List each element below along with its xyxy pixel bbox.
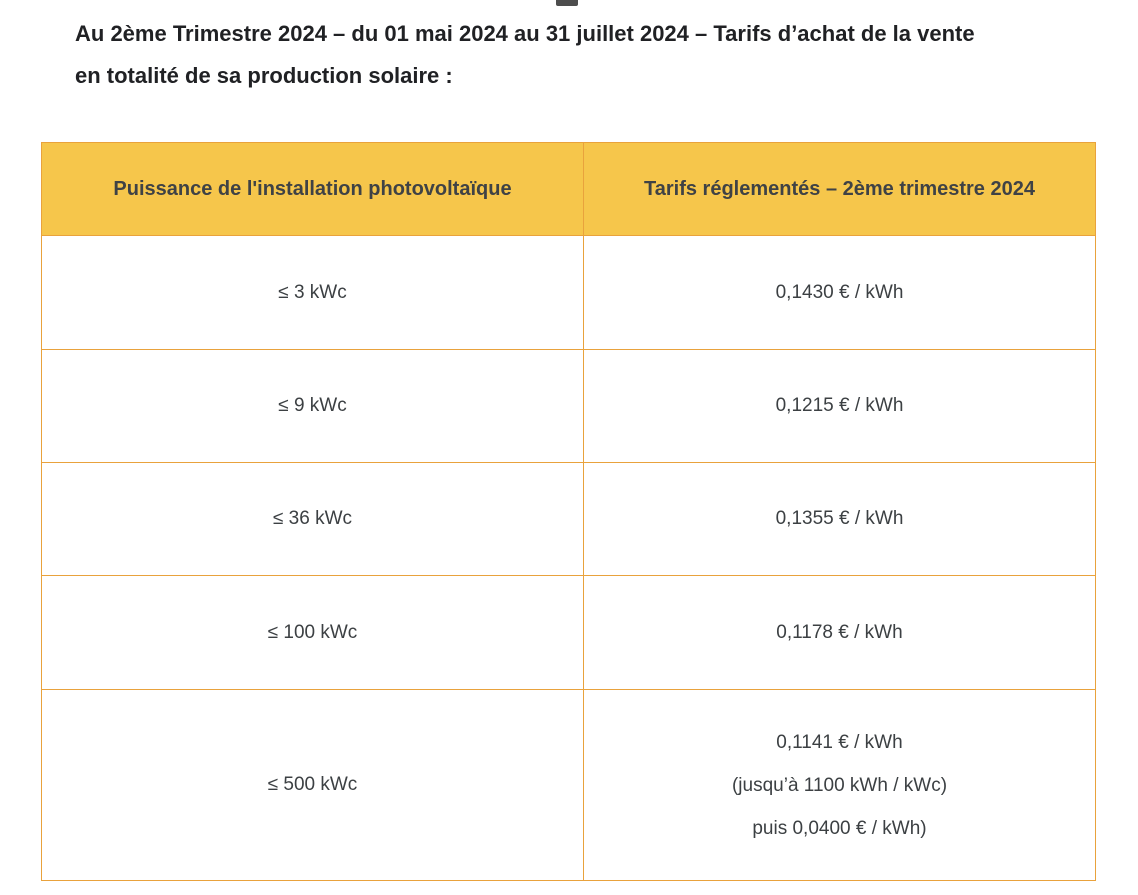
tariff-line-2: (jusqu’à 1100 kWh / kWc) [731, 774, 948, 796]
column-header-tariff: Tarifs réglementés – 2ème trimestre 2024 [583, 142, 1096, 236]
power-cell: ≤ 36 kWc [41, 462, 584, 576]
heading-line-2: en totalité de sa production solaire : [75, 63, 453, 88]
tariff-table: Puissance de l'installation photovoltaïq… [41, 142, 1096, 881]
tariff-cell: 0,1215 € / kWh [583, 349, 1096, 463]
table-row: ≤ 36 kWc 0,1355 € / kWh [41, 462, 1096, 576]
column-header-power: Puissance de l'installation photovoltaïq… [41, 142, 584, 236]
table-row: ≤ 9 kWc 0,1215 € / kWh [41, 349, 1096, 463]
table-row: ≤ 100 kWc 0,1178 € / kWh [41, 575, 1096, 690]
tariff-cell: 0,1430 € / kWh [583, 235, 1096, 350]
power-cell: ≤ 500 kWc [41, 689, 584, 881]
tariff-line-1: 0,1141 € / kWh [776, 731, 903, 753]
heading-line-1: Au 2ème Trimestre 2024 – du 01 mai 2024 … [75, 21, 975, 46]
tariff-cell: 0,1178 € / kWh [583, 575, 1096, 690]
table-header-row: Puissance de l'installation photovoltaïq… [41, 142, 1096, 236]
tariff-multiline: 0,1141 € / kWh (jusqu’à 1100 kWh / kWc) … [594, 721, 1085, 850]
section-heading: Au 2ème Trimestre 2024 – du 01 mai 2024 … [75, 13, 1105, 97]
power-cell: ≤ 3 kWc [41, 235, 584, 350]
table-row: ≤ 3 kWc 0,1430 € / kWh [41, 235, 1096, 350]
tariff-cell: 0,1355 € / kWh [583, 462, 1096, 576]
table-row: ≤ 500 kWc 0,1141 € / kWh (jusqu’à 1100 k… [41, 689, 1096, 881]
cut-off-text-fragment [556, 0, 578, 6]
power-cell: ≤ 100 kWc [41, 575, 584, 690]
power-cell: ≤ 9 kWc [41, 349, 584, 463]
tariff-cell: 0,1141 € / kWh (jusqu’à 1100 kWh / kWc) … [583, 689, 1096, 881]
tariff-line-3: puis 0,0400 € / kWh) [752, 817, 927, 839]
